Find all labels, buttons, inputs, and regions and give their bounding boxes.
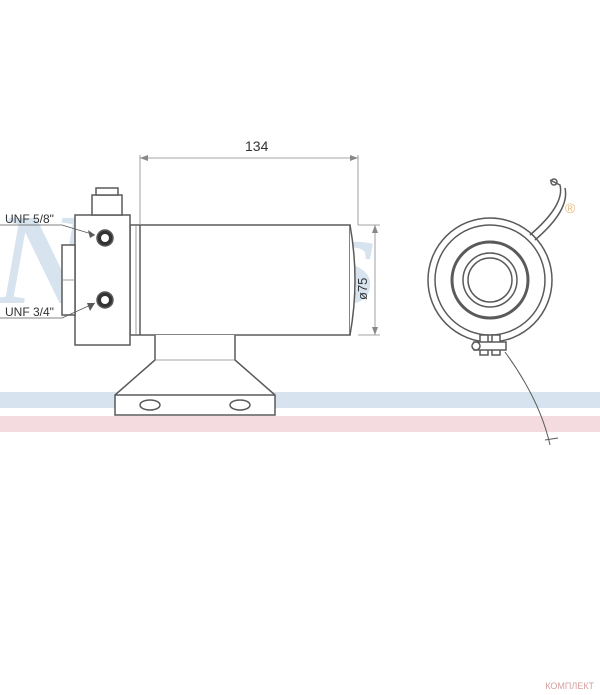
port-label-bottom: UNF 3/4" (5, 305, 54, 319)
dimension-length: 134 (245, 138, 268, 154)
footer-logo: КОМПЛЕКТ (545, 681, 594, 691)
port-label-top: UNF 5/8" (5, 212, 54, 226)
dimension-diameter: ø75 (355, 278, 370, 300)
technical-drawing (0, 0, 600, 695)
